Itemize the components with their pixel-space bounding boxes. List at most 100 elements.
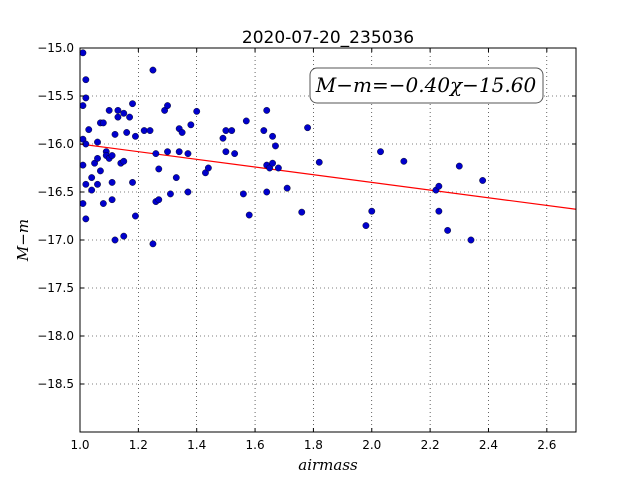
data-point — [123, 129, 131, 136]
data-point — [435, 207, 443, 215]
data-point — [274, 164, 282, 172]
x-tick-label: 1.0 — [70, 438, 89, 452]
axis-ticks: 1.0 1.2 1.4 1.6 1.8 2.0 2.2 2.4 2.6 −15.0 −15.5 −16… — [37, 41, 576, 452]
data-point — [455, 162, 463, 170]
data-point — [146, 127, 154, 134]
data-point — [263, 107, 271, 114]
data-point — [79, 200, 87, 207]
data-point — [79, 161, 87, 169]
data-point — [99, 119, 107, 127]
data-point — [269, 132, 276, 140]
data-point — [315, 158, 323, 166]
data-point — [172, 174, 180, 182]
data-point — [304, 124, 311, 132]
data-point — [467, 236, 475, 244]
data-point — [298, 208, 306, 216]
data-point — [178, 129, 186, 136]
data-point — [479, 177, 487, 184]
data-point — [175, 148, 183, 156]
data-point — [164, 102, 171, 110]
x-tick-label: 2.0 — [362, 438, 381, 452]
data-point — [187, 121, 195, 129]
y-tick-label: −18.5 — [37, 377, 74, 391]
data-point — [400, 157, 408, 165]
data-point — [82, 94, 90, 102]
data-point — [129, 100, 136, 108]
data-point — [114, 107, 122, 114]
x-tick-label: 2.4 — [479, 438, 498, 452]
data-point — [245, 211, 253, 219]
y-tick-label: −17.0 — [37, 233, 74, 247]
y-tick-label: −16.5 — [37, 185, 74, 199]
data-point — [228, 127, 236, 134]
data-point — [152, 150, 160, 158]
data-point — [120, 157, 128, 165]
data-point — [108, 178, 116, 186]
grid — [80, 48, 576, 432]
data-point — [222, 148, 230, 156]
data-point — [219, 134, 227, 142]
data-point — [222, 127, 230, 134]
data-point — [132, 132, 139, 140]
data-point — [132, 212, 139, 220]
annotation-box — [309, 67, 544, 104]
data-point — [88, 186, 96, 194]
data-point — [377, 148, 384, 156]
y-tick-label: −15.5 — [37, 89, 74, 103]
data-point — [140, 127, 148, 134]
data-point — [111, 130, 119, 138]
data-point — [167, 190, 174, 198]
data-point — [263, 188, 271, 196]
x-tick-label: 1.8 — [304, 438, 323, 452]
data-point — [111, 236, 119, 244]
data-point — [242, 117, 250, 125]
annotation-text: M−m=−0.40χ−15.60 — [315, 73, 537, 97]
x-tick-label: 1.6 — [246, 438, 265, 452]
x-tick-label: 1.4 — [187, 438, 206, 452]
data-point — [231, 150, 239, 158]
data-point — [164, 148, 171, 156]
data-point — [105, 107, 113, 114]
data-point — [88, 174, 96, 182]
data-point — [129, 178, 136, 186]
data-point — [149, 66, 157, 74]
data-point — [82, 76, 90, 84]
data-point — [82, 215, 90, 223]
data-point — [283, 184, 291, 192]
data-point — [108, 196, 116, 204]
data-point — [260, 127, 268, 134]
data-point — [149, 240, 157, 248]
data-point — [79, 49, 87, 57]
data-point — [82, 180, 90, 188]
data-point — [97, 167, 104, 175]
data-point — [120, 232, 128, 240]
data-point — [368, 207, 376, 215]
data-point — [85, 126, 93, 134]
data-point — [94, 154, 101, 162]
chart-title: 2020-07-20_235036 — [242, 28, 414, 48]
data-point — [204, 164, 212, 172]
x-tick-label: 2.2 — [421, 438, 440, 452]
data-point — [155, 196, 163, 204]
y-tick-label: −18.0 — [37, 329, 74, 343]
x-tick-label: 2.6 — [537, 438, 556, 452]
fit-line — [79, 143, 577, 210]
x-axis-label: airmass — [298, 456, 358, 474]
data-point — [184, 150, 192, 158]
data-point — [126, 113, 134, 121]
data-point — [108, 152, 116, 159]
data-point — [94, 138, 101, 146]
data-point — [114, 113, 122, 121]
data-point — [79, 102, 87, 110]
fit-annotation: M−m=−0.40χ−15.60 — [309, 67, 544, 104]
data-point — [272, 142, 279, 150]
y-tick-label: −16.0 — [37, 137, 74, 151]
data-points — [79, 49, 487, 248]
fit-line-group — [79, 143, 577, 210]
data-point — [362, 222, 370, 230]
data-point — [94, 180, 101, 188]
data-point — [120, 109, 128, 117]
data-point — [193, 107, 201, 115]
data-point — [155, 165, 163, 173]
